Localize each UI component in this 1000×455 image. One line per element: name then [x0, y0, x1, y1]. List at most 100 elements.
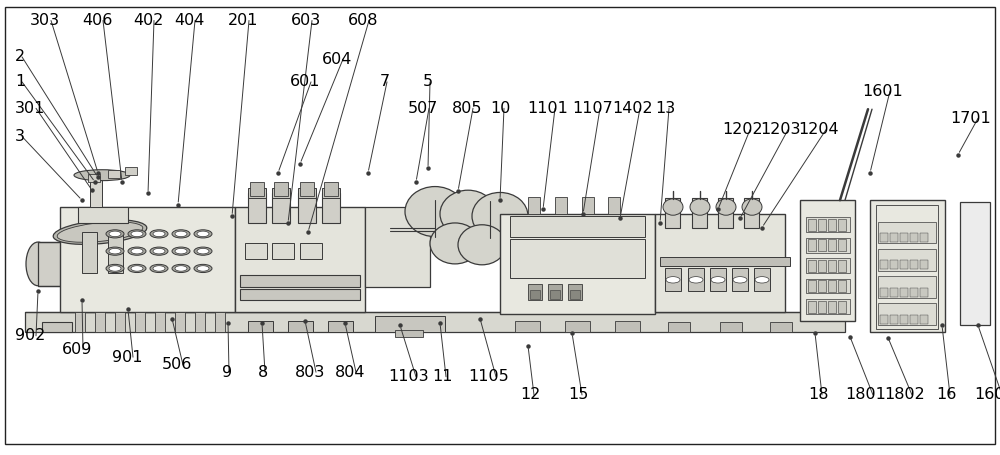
Circle shape — [689, 277, 703, 283]
Bar — [910, 288, 918, 297]
Bar — [245, 243, 267, 259]
Bar — [155, 312, 165, 332]
Bar — [565, 321, 590, 332]
Circle shape — [172, 230, 190, 238]
Bar — [82, 232, 97, 273]
Bar — [375, 316, 445, 332]
Polygon shape — [365, 191, 380, 312]
Bar — [744, 198, 759, 228]
Text: 16: 16 — [936, 388, 956, 402]
Bar — [770, 322, 792, 332]
Bar — [272, 188, 290, 198]
Circle shape — [194, 247, 212, 255]
Bar — [828, 280, 836, 292]
Circle shape — [194, 230, 212, 238]
Circle shape — [172, 264, 190, 273]
Text: 406: 406 — [82, 13, 112, 28]
Ellipse shape — [405, 187, 465, 237]
Bar — [608, 197, 620, 214]
Text: 901: 901 — [112, 350, 143, 364]
Bar — [838, 260, 846, 272]
Bar — [510, 239, 645, 278]
Circle shape — [153, 248, 165, 254]
Bar — [300, 243, 322, 259]
Bar — [240, 289, 360, 300]
Text: 902: 902 — [15, 329, 45, 343]
Circle shape — [150, 264, 168, 273]
Text: 603: 603 — [291, 13, 321, 28]
Bar — [665, 268, 681, 291]
Bar — [718, 198, 733, 228]
Polygon shape — [365, 196, 448, 207]
Bar — [818, 260, 826, 272]
Bar — [125, 167, 137, 175]
Bar — [732, 268, 748, 291]
Text: 2: 2 — [15, 50, 25, 64]
Bar — [500, 214, 655, 314]
Text: 1601: 1601 — [862, 84, 903, 98]
Bar — [90, 180, 102, 207]
Ellipse shape — [472, 192, 528, 240]
Polygon shape — [785, 202, 800, 312]
Circle shape — [153, 266, 165, 271]
Text: 1105: 1105 — [468, 369, 509, 384]
Text: 604: 604 — [322, 52, 352, 66]
Bar — [274, 182, 288, 196]
Bar — [818, 301, 826, 313]
Bar — [25, 312, 845, 332]
Bar — [828, 239, 836, 251]
Circle shape — [131, 248, 143, 254]
Circle shape — [128, 247, 146, 255]
Bar — [828, 260, 836, 272]
Bar — [876, 205, 938, 329]
Bar — [910, 315, 918, 324]
Bar — [300, 182, 314, 196]
Bar — [870, 200, 945, 332]
Bar — [582, 197, 594, 214]
Circle shape — [175, 266, 187, 271]
Bar — [365, 207, 430, 287]
Bar — [42, 322, 72, 332]
Bar — [692, 198, 707, 228]
Bar — [806, 299, 850, 314]
Bar — [960, 202, 990, 325]
Bar — [910, 233, 918, 242]
Text: 1801: 1801 — [845, 388, 886, 402]
Text: 301: 301 — [15, 101, 45, 116]
Bar — [808, 219, 816, 231]
Circle shape — [733, 277, 747, 283]
Bar — [818, 219, 826, 231]
Circle shape — [150, 230, 168, 238]
Bar — [890, 233, 898, 242]
Bar — [510, 216, 645, 237]
Text: 18: 18 — [808, 388, 828, 402]
Text: 507: 507 — [408, 101, 438, 116]
Bar — [548, 284, 562, 300]
Text: 1101: 1101 — [527, 101, 568, 116]
Bar — [920, 288, 928, 297]
Bar — [900, 288, 908, 297]
Bar — [800, 200, 855, 321]
Text: 1: 1 — [15, 75, 25, 89]
Text: 608: 608 — [348, 13, 378, 28]
Polygon shape — [655, 200, 672, 314]
Bar — [900, 315, 908, 324]
Bar — [754, 268, 770, 291]
Ellipse shape — [716, 199, 736, 215]
Circle shape — [755, 277, 769, 283]
Bar — [838, 280, 846, 292]
Bar — [38, 242, 86, 286]
Text: 10: 10 — [490, 101, 510, 116]
Bar — [298, 188, 316, 198]
Bar — [890, 260, 898, 269]
Circle shape — [106, 230, 124, 238]
Circle shape — [194, 264, 212, 273]
Bar — [655, 214, 785, 312]
Ellipse shape — [74, 170, 130, 181]
Bar — [838, 239, 846, 251]
Bar — [568, 284, 582, 300]
Bar — [570, 290, 580, 299]
Bar — [808, 239, 816, 251]
Bar — [78, 207, 128, 223]
Bar — [920, 315, 928, 324]
